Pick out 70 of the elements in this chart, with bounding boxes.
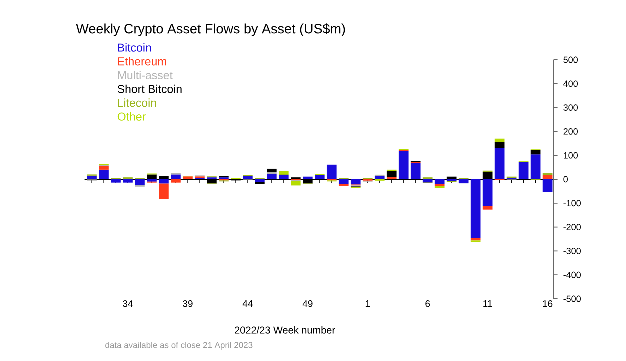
bar xyxy=(350,179,361,185)
text: Multi-asset xyxy=(118,71,173,80)
bar xyxy=(542,179,553,192)
y-tick-label: -400 xyxy=(564,272,581,278)
y-tick-label: -500 xyxy=(564,296,581,302)
bar xyxy=(267,168,277,172)
bar xyxy=(470,179,481,238)
bar xyxy=(87,176,97,180)
bar xyxy=(159,184,169,200)
y-tick-label: 0 xyxy=(564,176,568,183)
text: data available as of close 21 April 2023 xyxy=(106,342,253,350)
y-tick-label: -300 xyxy=(564,248,581,254)
bar xyxy=(135,179,145,186)
x-tick-label: 11 xyxy=(484,300,492,308)
text: Other xyxy=(118,112,146,121)
bar xyxy=(398,151,409,180)
bar xyxy=(374,176,385,180)
bar xyxy=(338,179,349,184)
y-tick-label: 100 xyxy=(564,152,578,159)
text: Bitcoin xyxy=(118,43,152,52)
text: Ethereum xyxy=(118,57,166,66)
bar xyxy=(434,179,445,185)
y-tick-label: 400 xyxy=(564,80,578,88)
bar xyxy=(279,175,289,180)
bar xyxy=(314,175,325,180)
y-tick-label: -200 xyxy=(564,224,581,230)
x-tick-label: 16 xyxy=(543,300,553,308)
text: Litecoin xyxy=(118,98,156,108)
bar xyxy=(291,181,301,186)
bar xyxy=(458,179,469,184)
bar xyxy=(171,179,181,183)
bar xyxy=(111,179,121,183)
bar xyxy=(542,175,553,180)
x-tick-label: 44 xyxy=(242,300,253,308)
bar xyxy=(99,170,109,180)
bar xyxy=(482,179,493,206)
bar xyxy=(386,171,397,178)
x-tick-label: 1 xyxy=(366,300,370,308)
bar xyxy=(147,179,157,182)
bar xyxy=(123,179,133,183)
text: Short Bitcoin xyxy=(118,84,182,94)
x-axis-title: 2022/23 Week number xyxy=(235,326,336,334)
y-tick-label: 200 xyxy=(564,128,578,135)
bar xyxy=(255,182,265,185)
bar xyxy=(482,206,493,210)
y-tick-label: 500 xyxy=(564,56,578,64)
y-tick-label: -100 xyxy=(564,200,581,207)
y-tick-label: 300 xyxy=(564,104,578,111)
chart-title: Weekly Crypto Asset Flows by Asset (US$m) xyxy=(76,24,346,36)
bar xyxy=(530,154,541,180)
x-tick-label: 39 xyxy=(183,300,193,308)
bar xyxy=(255,179,265,182)
bar xyxy=(243,176,253,180)
bar xyxy=(494,142,505,148)
bar xyxy=(494,148,505,180)
bar xyxy=(518,162,529,180)
bar xyxy=(267,174,277,180)
bar xyxy=(422,179,433,182)
bar xyxy=(470,238,481,241)
bar xyxy=(159,179,169,184)
bar xyxy=(410,163,421,180)
x-tick-label: 6 xyxy=(426,300,430,308)
bar xyxy=(171,174,181,180)
bar xyxy=(183,176,193,180)
x-tick-label: 49 xyxy=(302,300,313,308)
bar xyxy=(302,176,313,180)
bar xyxy=(99,166,109,170)
bar xyxy=(326,164,337,180)
x-tick-label: 34 xyxy=(123,300,133,308)
bar xyxy=(530,150,541,155)
